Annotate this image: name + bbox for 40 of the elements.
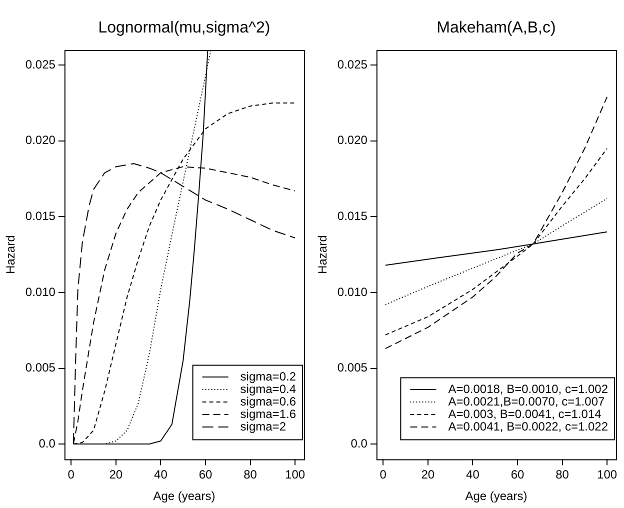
x-tick-label: 100 <box>285 468 306 482</box>
legend-label: sigma=2 <box>240 419 286 434</box>
x-tick-label: 0 <box>68 468 75 482</box>
x-tick-label: 40 <box>154 468 168 482</box>
x-axis-title: Age (years) <box>465 489 528 504</box>
y-tick-label: 0.025 <box>25 57 56 72</box>
x-tick-label: 60 <box>510 468 524 482</box>
x-tick-label: 20 <box>421 468 435 482</box>
legend-label: A=0.003, B=0.0041, c=1.014 <box>448 406 602 421</box>
x-tick-label: 40 <box>466 468 480 482</box>
legend-label: sigma=0.4 <box>240 382 296 396</box>
y-tick-label: 0.010 <box>25 284 56 299</box>
chart-title: Lognormal(mu,sigma^2) <box>98 19 270 36</box>
x-axis-title: Age (years) <box>153 489 216 504</box>
legend-label: A=0.0021,B=0.0070, c=1.007 <box>448 394 605 408</box>
y-tick-label: 0.015 <box>25 209 56 224</box>
y-axis-title: Hazard <box>4 235 18 274</box>
y-tick-label: 0.005 <box>337 360 368 375</box>
y-tick-label: 0.0 <box>350 436 368 450</box>
x-tick-label: 80 <box>556 468 570 482</box>
line-series <box>384 96 608 350</box>
legend-label: sigma=0.2 <box>240 369 296 384</box>
y-axis-title: Hazard <box>316 235 330 274</box>
y-tick-label: 0.015 <box>337 209 368 224</box>
x-tick-label: 80 <box>244 468 258 482</box>
y-tick-label: 0.025 <box>337 57 368 72</box>
y-tick-label: 0.020 <box>25 133 56 148</box>
x-tick-label: 0 <box>380 468 387 482</box>
y-tick-label: 0.005 <box>25 360 56 375</box>
legend-label: A=0.0041, B=0.0022, c=1.022 <box>448 419 608 434</box>
x-tick-label: 60 <box>198 468 212 482</box>
legend-label: A=0.0018, B=0.0010, c=1.002 <box>448 382 608 396</box>
y-tick-label: 0.020 <box>337 133 368 148</box>
y-tick-label: 0.010 <box>337 284 368 299</box>
x-tick-label: 100 <box>597 468 618 482</box>
y-tick-label: 0.0 <box>38 436 56 450</box>
legend-label: sigma=1.6 <box>240 406 296 421</box>
x-tick-label: 20 <box>109 468 123 482</box>
legend-label: sigma=0.6 <box>240 394 296 408</box>
chart-title: Makeham(A,B,c) <box>436 19 556 36</box>
